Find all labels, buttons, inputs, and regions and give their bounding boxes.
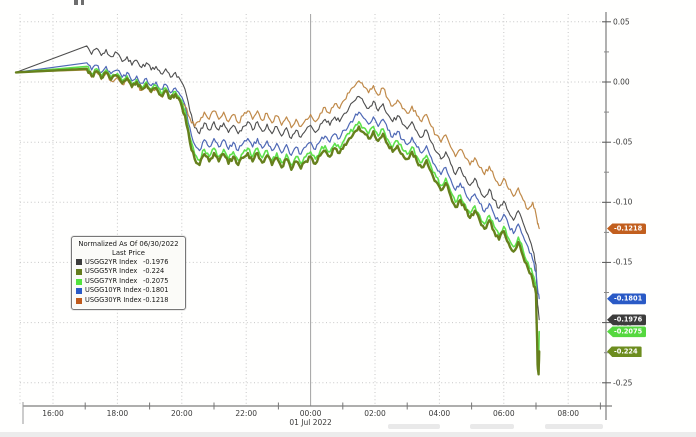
legend-entry-label: USGG7YR Index <box>85 276 138 285</box>
legend-entry-label: USGG10YR Index <box>85 286 142 295</box>
cropped-text-fragment <box>74 0 78 5</box>
last-price-tag: -0.1218 <box>607 223 647 234</box>
last-price-tag: -0.1976 <box>607 314 647 326</box>
legend-swatch <box>76 288 82 295</box>
x-axis-tick-label: 22:00 <box>235 409 257 418</box>
x-axis-tick-label: 06:00 <box>492 409 515 418</box>
faint-artifact <box>545 424 603 429</box>
legend-entry: USGG30YR Index -0.1218 <box>76 296 181 306</box>
legend-rows: USGG2YR Index -0.1976 USGG5YR Index -0.224 U… <box>76 258 181 306</box>
legend-entry-value: -0.1218 <box>143 295 169 304</box>
x-axis-tick-label: 08:00 <box>557 409 579 418</box>
legend-subtitle: Last Price <box>112 248 145 257</box>
x-axis-tick-label: 20:00 <box>170 409 193 418</box>
y-axis-tick-label: -0.05 <box>613 137 633 147</box>
y-axis-tick-label: 0.05 <box>613 17 630 27</box>
faint-artifact <box>388 424 440 429</box>
y-axis-tick-label: -0.10 <box>613 197 633 207</box>
x-axis-tick-label: 04:00 <box>428 409 451 418</box>
legend-entry: USGG2YR Index -0.1976 <box>76 258 181 268</box>
legend-entry-label: USGG5YR Index <box>85 267 138 276</box>
bottom-edge-strip <box>0 432 696 437</box>
x-axis-tick-label: 00:00 <box>299 409 322 418</box>
cropped-text-fragment <box>81 0 84 5</box>
x-axis-tick-label: 02:00 <box>364 409 386 418</box>
legend-entry-label: USGG30YR Index <box>85 295 142 304</box>
series-USGG10YR <box>15 62 540 300</box>
series-USGG2YR <box>15 45 540 321</box>
legend-swatch <box>76 259 82 266</box>
last-price-tag: -0.224 <box>607 346 642 357</box>
x-axis-tick-label: 18:00 <box>106 409 129 418</box>
legend-entry-value: -0.2075 <box>143 276 169 285</box>
legend-entry: USGG7YR Index -0.2075 <box>76 277 181 287</box>
legend-entry-label: USGG2YR Index <box>85 257 138 266</box>
legend-entry-value: -0.1976 <box>143 257 169 266</box>
date-label: 01 Jul 2022 <box>289 418 332 427</box>
last-price-tag: -0.1801 <box>607 293 647 305</box>
legend-title: Normalized As Of 06/30/2022 <box>78 240 179 248</box>
legend-entry: USGG10YR Index -0.1801 <box>76 286 181 296</box>
y-axis-tick-label: -0.15 <box>613 257 633 267</box>
legend-swatch <box>76 278 82 285</box>
legend-entry: USGG5YR Index -0.224 <box>76 267 181 277</box>
x-axis-tick-label: 16:00 <box>42 409 64 418</box>
y-axis-tick-label: 0.00 <box>613 77 630 87</box>
legend-swatch <box>76 268 82 275</box>
series-USGG7YR <box>15 65 540 367</box>
y-axis-tick-label: -0.25 <box>613 378 633 388</box>
faint-artifact <box>470 424 514 429</box>
legend-swatch <box>76 297 82 304</box>
series-USGG5YR <box>14 67 541 376</box>
legend-entry-value: -0.224 <box>143 267 165 276</box>
legend-entry-value: -0.1801 <box>143 286 169 295</box>
last-price-tag: -0.2075 <box>607 326 647 338</box>
chart-legend: Normalized As Of 06/30/2022 Last Price U… <box>71 236 186 310</box>
